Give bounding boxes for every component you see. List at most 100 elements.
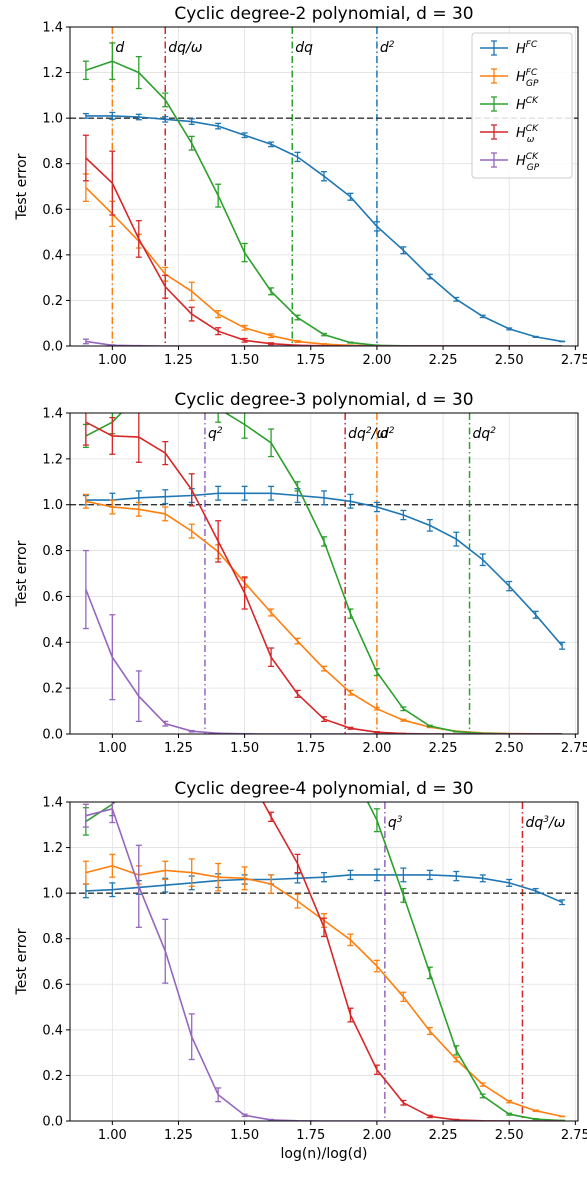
legend-label: HCK GP bbox=[516, 152, 540, 173]
error-bar bbox=[347, 726, 354, 730]
error-bar bbox=[479, 1093, 486, 1099]
error-bar bbox=[241, 324, 248, 331]
legend-label-sub: ω bbox=[527, 135, 535, 145]
error-bar bbox=[109, 614, 116, 701]
error-bar bbox=[188, 523, 195, 539]
axes-frame bbox=[69, 801, 579, 1122]
error-bar bbox=[532, 1118, 539, 1121]
error-bar bbox=[215, 413, 222, 423]
error-bar bbox=[373, 501, 380, 513]
threshold-label-exponent: 2 bbox=[366, 426, 372, 436]
y-tick-label: 1.2 bbox=[42, 452, 63, 467]
threshold-label: d2 bbox=[380, 40, 395, 56]
error-bar bbox=[506, 327, 513, 331]
error-bar bbox=[82, 549, 89, 630]
threshold-label: d bbox=[115, 40, 124, 56]
x-tick-label: 2.25 bbox=[429, 741, 458, 756]
x-tick-label: 1.00 bbox=[98, 741, 127, 756]
chart-title: Cyclic degree-2 polynomial, d = 30 bbox=[174, 4, 473, 24]
threshold-label-exponent: 2 bbox=[217, 426, 223, 436]
error-bar bbox=[268, 141, 275, 148]
error-bar bbox=[453, 296, 460, 302]
y-tick-label: 0.2 bbox=[42, 294, 63, 309]
error-bar bbox=[347, 869, 354, 881]
x-tick-label: 2.00 bbox=[362, 353, 391, 368]
error-bar bbox=[268, 287, 275, 296]
error-bar bbox=[215, 183, 222, 208]
error-bar bbox=[321, 871, 327, 883]
error-bar bbox=[82, 803, 89, 828]
error-bar bbox=[241, 132, 248, 139]
error-bar bbox=[188, 135, 195, 151]
threshold-label: dq bbox=[295, 40, 313, 56]
error-bar bbox=[215, 327, 222, 336]
threshold-label: q3 bbox=[388, 815, 403, 831]
threshold-label: dq2/ω bbox=[348, 426, 388, 442]
error-bar bbox=[400, 706, 407, 712]
x-tick-label: 1.50 bbox=[230, 1128, 259, 1143]
error-bar bbox=[347, 933, 354, 947]
error-bar bbox=[479, 1082, 486, 1087]
x-tick-label: 2.75 bbox=[561, 741, 587, 756]
error-bar bbox=[162, 115, 169, 123]
error-bar bbox=[400, 867, 407, 883]
legend-label-sup: CK bbox=[526, 96, 539, 106]
error-bar bbox=[321, 665, 327, 672]
y-tick-label: 0.4 bbox=[42, 248, 63, 263]
x-tick-label: 2.25 bbox=[429, 1128, 458, 1143]
error-bar bbox=[268, 1118, 275, 1121]
threshold-label-exponent: 3 bbox=[397, 815, 403, 825]
y-tick-label: 1.0 bbox=[42, 112, 63, 127]
error-bar bbox=[321, 343, 327, 346]
y-tick-label: 0.4 bbox=[42, 636, 63, 651]
legend-label-sup: CK bbox=[526, 152, 539, 162]
x-tick-label: 2.00 bbox=[362, 1128, 391, 1143]
error-bar bbox=[453, 531, 460, 547]
threshold-label-exponent: 2 bbox=[389, 40, 395, 50]
error-bar bbox=[426, 1026, 433, 1036]
error-bar bbox=[162, 860, 169, 881]
x-axis-label: log(n)/log(d) bbox=[280, 1146, 367, 1162]
error-bar bbox=[241, 242, 248, 263]
error-bar bbox=[162, 441, 169, 466]
y-axis-label: Test error bbox=[14, 540, 30, 607]
legend-swatch bbox=[480, 40, 508, 56]
error-bar bbox=[506, 1112, 513, 1116]
error-bar bbox=[162, 489, 169, 505]
chart-title: Cyclic degree-4 polynomial, d = 30 bbox=[174, 779, 473, 799]
error-bar bbox=[373, 868, 380, 882]
error-bar bbox=[294, 853, 301, 874]
error-bar bbox=[321, 332, 327, 337]
error-bar bbox=[215, 520, 222, 563]
y-tick-label: 0.6 bbox=[42, 978, 63, 993]
error-bar bbox=[136, 381, 142, 409]
chart-panel-3: q3 dq3/ω 1.00 1.25 1.50 1.75 2.00 2.25 2.50 2.75 0… bbox=[14, 699, 587, 1162]
error-bar bbox=[347, 493, 354, 509]
error-bar bbox=[426, 273, 433, 280]
error-bar bbox=[294, 893, 301, 909]
error-bar bbox=[453, 1045, 460, 1056]
error-bar bbox=[268, 608, 275, 617]
error-bar bbox=[321, 536, 327, 547]
error-bar bbox=[215, 485, 222, 501]
series-H_FC bbox=[82, 867, 566, 906]
error-bar bbox=[294, 339, 301, 344]
error-bar bbox=[215, 310, 222, 319]
error-bar bbox=[268, 428, 275, 458]
error-bar bbox=[109, 416, 116, 455]
error-bar bbox=[162, 720, 169, 727]
series-line bbox=[85, 421, 563, 734]
x-tick-label: 2.75 bbox=[561, 353, 587, 368]
series-H_FC_GP bbox=[82, 173, 563, 346]
threshold-label-exponent: 2 bbox=[389, 426, 395, 436]
y-tick-label: 0.4 bbox=[42, 1023, 63, 1038]
error-bar bbox=[426, 518, 433, 532]
error-bar bbox=[426, 966, 433, 980]
error-bar bbox=[295, 699, 301, 722]
y-tick-label: 0.0 bbox=[42, 728, 63, 743]
error-bar bbox=[135, 670, 142, 723]
x-tick-label: 1.50 bbox=[230, 741, 259, 756]
error-bar bbox=[373, 221, 380, 232]
legend-label: HFC GP bbox=[516, 68, 539, 89]
